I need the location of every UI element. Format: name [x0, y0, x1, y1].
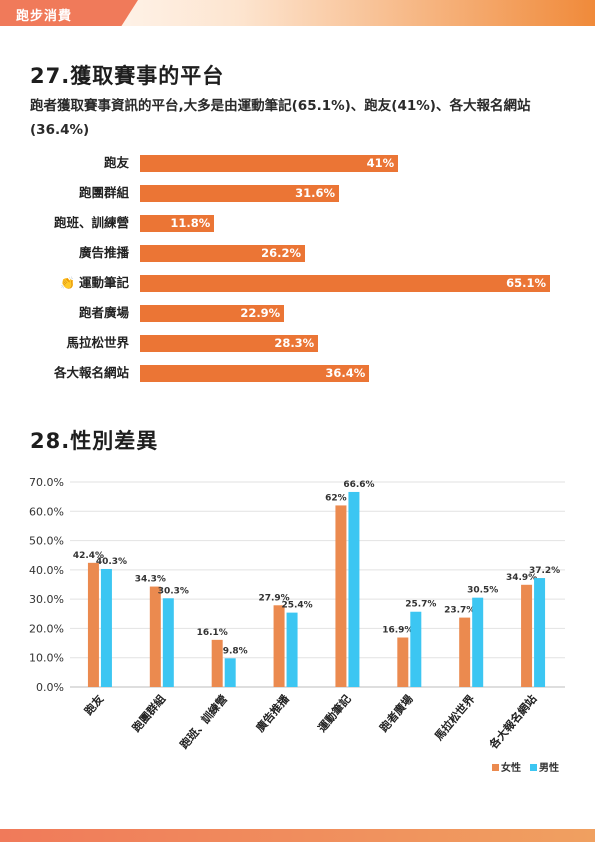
- vbar-value-label: 9.8%: [223, 646, 248, 656]
- footer-band: [0, 829, 595, 842]
- vbar-value-label: 42.4%: [73, 551, 104, 561]
- x-category-label: 各大報名網站: [486, 692, 540, 752]
- x-category-label: 跑團群組: [129, 692, 168, 735]
- header-tab: [0, 0, 138, 26]
- vbar-value-label: 34.9%: [506, 573, 537, 583]
- hbar-value-label: 26.2%: [261, 246, 301, 260]
- vbar-male: [348, 491, 360, 687]
- hbar-value-label: 65.1%: [506, 276, 546, 290]
- vbar-female: [211, 639, 223, 687]
- vbar-value-label: 16.1%: [197, 628, 228, 638]
- vbar-value-label: 62%: [325, 493, 347, 503]
- vbar-male: [410, 611, 422, 687]
- hbar: 41%: [140, 155, 399, 172]
- legend-swatch: [492, 764, 499, 771]
- x-category-label: 跑友: [81, 692, 106, 718]
- section-27-subtitle: 跑者獲取賽事資訊的平台,大多是由運動筆記(65.1%)、跑友(41%)、各大報名…: [30, 98, 531, 138]
- section-28-title: 28.性別差異: [30, 429, 159, 453]
- y-tick-label: 70.0%: [29, 476, 64, 489]
- legend-label: 女性: [501, 761, 521, 774]
- hbar: 11.8%: [140, 215, 215, 232]
- hbar-value-label: 22.9%: [240, 306, 281, 320]
- hbar-category-label: 各大報名網站: [9, 364, 129, 382]
- y-tick-label: 10.0%: [29, 652, 64, 665]
- hbar-category-text: 廣告推播: [78, 245, 129, 260]
- section-27-title: 27.獲取賽事的平台: [30, 64, 225, 88]
- vbar-value-label: 23.7%: [444, 606, 475, 616]
- hbar-value-label: 28.3%: [274, 336, 315, 350]
- hbar-category-label: 跑班、訓練營: [9, 214, 129, 232]
- vbar-female: [149, 586, 161, 687]
- legend-label: 男性: [539, 761, 559, 774]
- hbar-category-label: 跑者廣場: [9, 304, 129, 322]
- vbar-male: [162, 598, 174, 687]
- hbar-value-label: 41%: [366, 156, 395, 170]
- y-tick-label: 50.0%: [29, 535, 64, 548]
- hbar-category-label: 跑友: [9, 154, 129, 172]
- hbar-category-label: 👏 運動筆記: [9, 274, 129, 292]
- vbar-male: [472, 597, 484, 687]
- platform-bar-chart: 跑友 41% 跑團群組 31.6% 跑班、訓練營 11.8% 廣告推播 26.2% 👏 運動筆記 6…: [0, 150, 595, 386]
- vbar-female: [521, 584, 533, 687]
- vbar-value-label: 25.7%: [405, 600, 436, 610]
- hbar-category-text: 跑團群組: [78, 185, 129, 200]
- vbar-value-label: 25.4%: [281, 601, 312, 611]
- hbar-category-text: 跑者廣場: [78, 305, 129, 320]
- vbar-male: [286, 612, 298, 687]
- vbar-male: [224, 658, 236, 687]
- vbar-female: [397, 637, 409, 687]
- vbar-value-label: 37.2%: [529, 566, 560, 576]
- x-category-label: 運動筆記: [315, 692, 354, 735]
- vbar-female: [335, 505, 347, 687]
- vbar-male: [534, 578, 546, 687]
- hbar: 22.9%: [140, 305, 285, 322]
- vbar-value-label: 16.9%: [382, 626, 413, 636]
- hbar-category-text: 馬拉松世界: [66, 335, 129, 350]
- hbar-value-label: 11.8%: [170, 216, 211, 230]
- hbar-category-label: 馬拉松世界: [9, 334, 129, 352]
- hbar-value-label: 36.4%: [325, 366, 366, 380]
- vbar-value-label: 40.3%: [96, 557, 127, 567]
- y-tick-label: 20.0%: [29, 622, 64, 635]
- legend-swatch: [530, 764, 537, 771]
- y-tick-label: 30.0%: [29, 593, 64, 606]
- y-tick-label: 60.0%: [29, 505, 64, 518]
- x-category-label: 廣告推播: [253, 691, 293, 734]
- hbar: 26.2%: [140, 245, 305, 262]
- vbar-female: [459, 617, 471, 687]
- vbar-value-label: 30.3%: [158, 586, 189, 596]
- x-category-label: 馬拉松世界: [431, 692, 477, 743]
- clapping-hands-icon: 👏: [60, 276, 75, 290]
- hbar-category-label: 廣告推播: [9, 244, 129, 262]
- hbar-value-label: 31.6%: [295, 186, 336, 200]
- vbar-female: [273, 605, 285, 687]
- vbar-value-label: 27.9%: [258, 593, 289, 603]
- x-category-label: 跑班、訓練營: [177, 692, 230, 752]
- hbar: 65.1%: [140, 275, 550, 292]
- vbar-value-label: 30.5%: [467, 586, 498, 596]
- hbar-category-text: 運動筆記: [78, 275, 129, 290]
- vbar-value-label: 66.6%: [343, 480, 374, 490]
- x-category-label: 跑者廣場: [377, 692, 416, 735]
- vbar-value-label: 34.3%: [135, 575, 166, 585]
- hbar-category-label: 跑團群組: [9, 184, 129, 202]
- vbar-female: [87, 562, 99, 687]
- vbar-male: [100, 568, 112, 687]
- hbar: 31.6%: [140, 185, 340, 202]
- y-tick-label: 40.0%: [29, 564, 64, 577]
- gender-bar-chart: 0.0% 10.0% 20.0% 30.0% 40.0% 50.0% 60.0% 70.0% 4…: [29, 476, 565, 774]
- hbar-category-text: 各大報名網站: [53, 365, 129, 380]
- header-label: 跑步消費: [16, 9, 73, 24]
- hbar-category-text: 跑友: [103, 155, 129, 170]
- hbar: 28.3%: [140, 335, 319, 352]
- hbar-category-text: 跑班、訓練營: [53, 215, 129, 230]
- y-tick-label: 0.0%: [36, 681, 64, 694]
- hbar: 36.4%: [140, 365, 370, 382]
